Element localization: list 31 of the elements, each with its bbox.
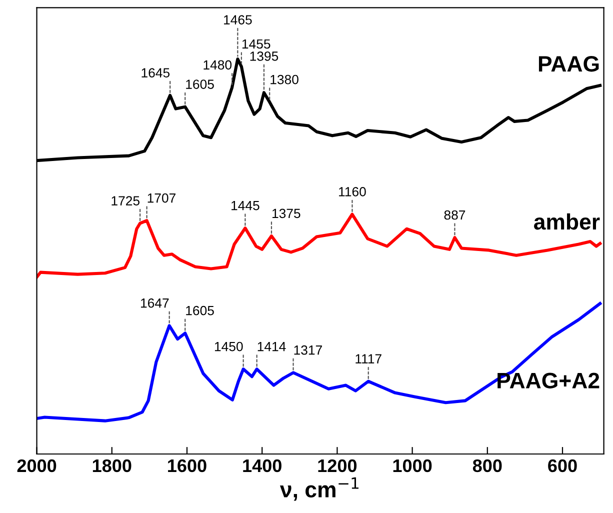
x-tick-label: 600: [548, 459, 577, 472]
annotation: 1395: [250, 51, 278, 61]
annotation: 1605: [186, 80, 214, 89]
x-tick-label: 1600: [168, 459, 206, 472]
annotation: 1605: [186, 306, 214, 316]
series-label: PAAG: [538, 56, 599, 72]
x-tick-label: 800: [472, 459, 502, 472]
annotation: 1317: [294, 345, 322, 355]
annotation: 1465: [224, 15, 252, 24]
annotation: 1645: [142, 68, 170, 78]
x-tick-label: 2000: [17, 459, 56, 472]
annotation: 1160: [339, 187, 366, 196]
annotation: 1707: [148, 193, 176, 203]
x-tick-label: 1400: [243, 459, 282, 472]
x-tick-label: 1200: [318, 459, 357, 472]
annotation: 1725: [112, 196, 140, 206]
annotation: 887: [444, 210, 466, 220]
annotation: 1450: [214, 342, 243, 352]
annotation: 1375: [272, 208, 300, 218]
annotation: 1480: [204, 60, 232, 70]
series-label: PAAG+A2: [498, 372, 600, 388]
annotation: 1647: [140, 298, 169, 308]
annotation: 1455: [242, 39, 270, 49]
annotation: 1117: [356, 354, 382, 364]
x-tick-label: 1800: [92, 459, 132, 472]
series-label: amber: [534, 213, 600, 230]
annotation: 1380: [270, 74, 298, 84]
annotation: 1445: [232, 200, 260, 210]
x-axis-title: ν, cm$^{−1}$: [280, 477, 358, 501]
annotation: 1414: [258, 342, 286, 352]
x-tick-label: 1000: [393, 459, 432, 472]
